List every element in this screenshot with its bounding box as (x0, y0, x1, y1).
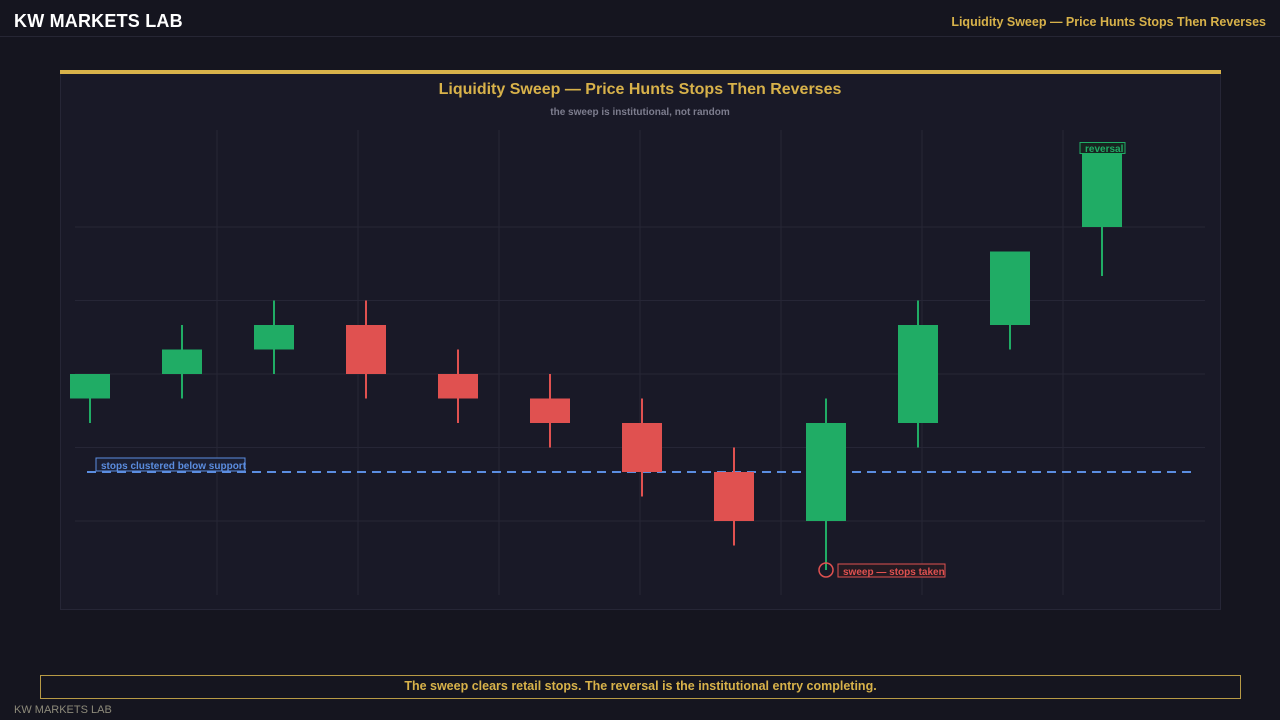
candle-3 (254, 300, 294, 374)
caption-box: The sweep clears retail stops. The rever… (40, 675, 1241, 699)
grid-lines (75, 130, 1205, 595)
header-title: Liquidity Sweep — Price Hunts Stops Then… (951, 15, 1266, 29)
candle-10 (898, 300, 938, 448)
candle-body (162, 349, 202, 374)
candle-body (898, 325, 938, 423)
chart-title: Liquidity Sweep — Price Hunts Stops Then… (439, 81, 842, 98)
candle-body (806, 423, 846, 521)
candle-12 (1082, 153, 1122, 276)
footer-brand: KW MARKETS LAB (14, 704, 112, 716)
candle-5 (438, 349, 478, 423)
candle-body (346, 325, 386, 374)
candle-9 (806, 398, 846, 570)
brand-logo-text: KW MARKETS LAB (14, 11, 183, 31)
reversal-annotation: reversal (1079, 142, 1126, 155)
candle-body (254, 325, 294, 350)
chart-panel-accent-bar (60, 70, 1221, 74)
candle-body (530, 398, 570, 423)
candle-6 (530, 374, 570, 448)
candle-11 (990, 251, 1030, 350)
candle-4 (346, 300, 386, 399)
candle-2 (162, 325, 202, 399)
support-annotation: stops clustered below support (95, 457, 247, 472)
reversal-label-box (1079, 142, 1126, 154)
sweep-label-box (837, 563, 946, 578)
sweep-marker-circle (818, 562, 834, 578)
support-label-box (95, 457, 246, 472)
reversal-label: reversal (1085, 144, 1124, 155)
support-label: stops clustered below support (101, 461, 247, 472)
candle-body (714, 472, 754, 521)
top-bar: KW MARKETS LAB Liquidity Sweep — Price H… (0, 0, 1280, 37)
sweep-annotation: sweep — stops taken (818, 562, 946, 578)
candle-body (438, 374, 478, 399)
candle-body (990, 251, 1030, 325)
candle-7 (622, 398, 662, 497)
chart-subtitle: the sweep is institutional, not random (550, 107, 730, 118)
candle-1 (70, 374, 110, 423)
candle-8 (714, 447, 754, 546)
candle-body (622, 423, 662, 472)
candle-body (1082, 153, 1122, 227)
sweep-label: sweep — stops taken (843, 567, 945, 578)
candle-body (70, 374, 110, 399)
